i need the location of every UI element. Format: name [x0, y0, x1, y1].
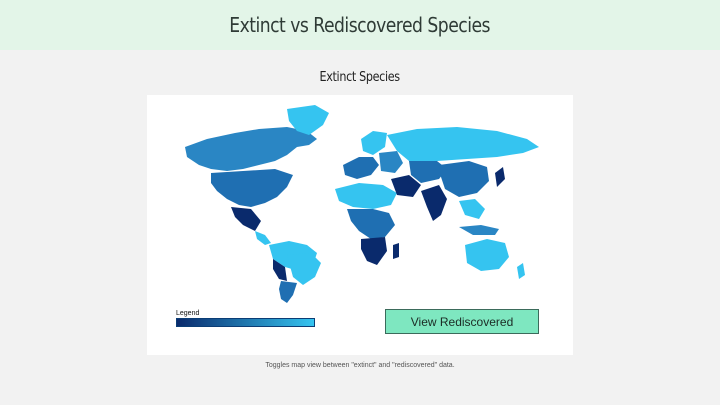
map-region-russia[interactable]: [387, 127, 539, 161]
legend-label: Legend: [176, 310, 200, 317]
map-region-peru[interactable]: [273, 259, 287, 281]
map-region-mexico[interactable]: [231, 207, 261, 231]
map-region-central-africa[interactable]: [347, 209, 395, 239]
map-region-japan[interactable]: [495, 167, 505, 187]
map-region-middle-east[interactable]: [391, 175, 421, 197]
map-region-indonesia[interactable]: [459, 225, 499, 235]
map-region-argentina[interactable]: [279, 281, 297, 303]
map-region-australia[interactable]: [465, 239, 509, 271]
world-choropleth-map[interactable]: [147, 95, 573, 305]
map-region-china[interactable]: [439, 161, 489, 197]
toggle-caption: Toggles map view between "extinct" and "…: [265, 362, 455, 369]
page-title: Extinct vs Rediscovered Species: [229, 13, 491, 37]
map-region-europe-west[interactable]: [343, 157, 379, 179]
map-region-greenland[interactable]: [287, 105, 329, 135]
map-region-europe-east[interactable]: [379, 151, 403, 173]
map-region-new-zealand[interactable]: [517, 263, 525, 279]
map-region-central-asia[interactable]: [409, 161, 447, 183]
map-region-madagascar[interactable]: [393, 243, 399, 259]
map-region-brazil[interactable]: [287, 253, 321, 285]
map-region-india[interactable]: [421, 185, 447, 221]
map-region-north-africa[interactable]: [335, 183, 397, 209]
view-rediscovered-button-label: View Rediscovered: [410, 314, 514, 329]
map-title-text: Extinct Species: [319, 70, 401, 85]
map-region-southern-africa[interactable]: [361, 237, 387, 265]
map-region-central-america[interactable]: [255, 231, 271, 245]
view-rediscovered-button[interactable]: View Rediscovered: [385, 309, 539, 334]
map-title: Extinct Species: [0, 70, 720, 85]
header-bar: Extinct vs Rediscovered Species: [0, 0, 720, 50]
legend-gradient-bar: [176, 318, 315, 327]
map-region-southeast-asia[interactable]: [459, 199, 485, 219]
map-region-usa[interactable]: [211, 169, 293, 207]
map-region-canada[interactable]: [185, 127, 317, 171]
map-region-scandinavia[interactable]: [361, 131, 387, 155]
map-panel: Legend View Rediscovered: [147, 95, 573, 355]
